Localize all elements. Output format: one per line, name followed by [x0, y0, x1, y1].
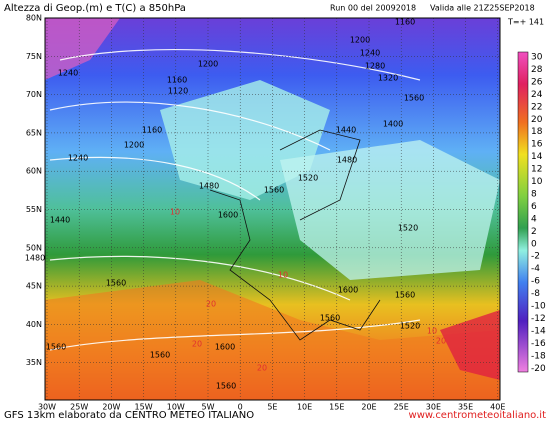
valid: Valida alle 21Z25SEP2018: [430, 4, 535, 13]
temp-label: 20: [192, 340, 202, 349]
contour-label: 1440: [336, 126, 356, 135]
lon-label: 5E: [267, 403, 277, 412]
lon-label: 40E: [490, 403, 505, 412]
contour-label: 1480: [25, 254, 45, 263]
lat-label: 50N: [26, 243, 42, 252]
contour-label: 1520: [298, 174, 318, 183]
legend-label: -20: [531, 364, 546, 374]
legend-label: -4: [531, 264, 540, 274]
lon-label: 5W: [202, 403, 215, 412]
legend-label: 18: [531, 127, 543, 137]
contour-label: 1520: [398, 224, 418, 233]
contour-label: 1480: [337, 156, 357, 165]
lon-label: 20E: [361, 403, 376, 412]
lon-label: 25W: [70, 403, 88, 412]
lat-label: 55N: [26, 205, 42, 214]
lon-label: 20W: [102, 403, 120, 412]
legend-label: 20: [531, 115, 543, 125]
contour-label: 1200: [198, 60, 218, 69]
temp-label: 20: [206, 300, 216, 309]
lat-label: 45N: [26, 282, 42, 291]
contour-label: 1560: [404, 94, 424, 103]
contour-label: 1240: [58, 69, 78, 78]
contour-label: 1120: [168, 87, 188, 96]
lat-label: 65N: [26, 128, 42, 137]
contour-label: 1400: [383, 120, 403, 129]
legend-label: 16: [531, 140, 543, 150]
temp-label: 10: [427, 327, 437, 336]
contour-label: 1520: [400, 322, 420, 331]
contour-label: 1560: [106, 279, 126, 288]
contour-label: 1240: [68, 154, 88, 163]
contour-label: 1600: [338, 286, 358, 295]
lon-label: 35E: [458, 403, 473, 412]
legend-label: -12: [531, 314, 546, 324]
contour-label: 1560: [395, 291, 415, 300]
legend-label: 28: [531, 65, 543, 75]
contour-label: 1480: [199, 182, 219, 191]
lon-label: 15W: [135, 403, 153, 412]
temp-label: 10: [170, 208, 180, 217]
contour-label: 1560: [320, 314, 340, 323]
contour-label: 1560: [264, 186, 284, 195]
legend-label: 10: [531, 177, 543, 187]
legend-label: -18: [531, 351, 546, 361]
contour-label: 1560: [216, 382, 236, 391]
contour-label: 1440: [50, 216, 70, 225]
temp-label: 20: [257, 364, 267, 373]
lat-label: 70N: [26, 90, 42, 99]
legend-label: 14: [531, 152, 543, 162]
contour-label: 1280: [365, 62, 385, 71]
legend-label: 22: [531, 102, 542, 112]
contour-label: 1320: [378, 74, 398, 83]
contour-label: 1560: [150, 351, 170, 360]
legend-label: -14: [531, 326, 546, 336]
legend-label: -6: [531, 277, 540, 287]
site: www.centrometeoitaliano.it: [409, 410, 547, 421]
legend-label: 2: [531, 227, 537, 237]
legend-label: 4: [531, 214, 537, 224]
lat-label: 35N: [26, 358, 42, 367]
lon-label: 30W: [38, 403, 56, 412]
step: T=+ 141: [507, 18, 544, 27]
legend-label: 12: [531, 165, 542, 175]
source: GFS 13km elaborato da CENTRO METEO ITALI…: [4, 410, 254, 421]
lon-label: 25E: [394, 403, 409, 412]
map-area: [45, 18, 500, 400]
lon-label: 10W: [167, 403, 185, 412]
lat-label: 60N: [26, 167, 42, 176]
legend-label: 6: [531, 202, 537, 212]
contour-label: 1240: [360, 49, 380, 58]
contour-label: 1200: [350, 36, 370, 45]
lon-label: 30E: [426, 403, 441, 412]
lat-label: 80N: [26, 14, 42, 23]
lat-label: 40N: [26, 320, 42, 329]
legend-label: -10: [531, 302, 546, 312]
legend-label: 30: [531, 53, 543, 63]
run: Run 00 del 20092018: [330, 4, 416, 13]
contour-label: 1600: [215, 343, 235, 352]
contour-label: 1560: [46, 343, 66, 352]
legend-label: 0: [531, 239, 537, 249]
contour-label: 1600: [218, 211, 238, 220]
temp-label: 20: [436, 337, 446, 346]
contour-label: 1160: [395, 18, 415, 27]
contour-label: 1160: [167, 76, 187, 85]
temp-label: 10: [278, 271, 288, 280]
legend-label: -8: [531, 289, 540, 299]
contour-label: 1160: [142, 126, 162, 135]
legend-label: 8: [531, 189, 537, 199]
contour-label: 1200: [124, 141, 144, 150]
legend-label: 24: [531, 90, 543, 100]
legend-label: -16: [531, 339, 546, 349]
lon-label: 0: [238, 403, 243, 412]
title: Altezza di Geop.(m) e T(C) a 850hPa: [4, 3, 186, 14]
legend-label: -2: [531, 252, 540, 262]
lon-label: 10E: [297, 403, 312, 412]
lon-label: 15E: [329, 403, 344, 412]
lat-label: 75N: [26, 52, 42, 61]
legend-label: 26: [531, 77, 543, 87]
